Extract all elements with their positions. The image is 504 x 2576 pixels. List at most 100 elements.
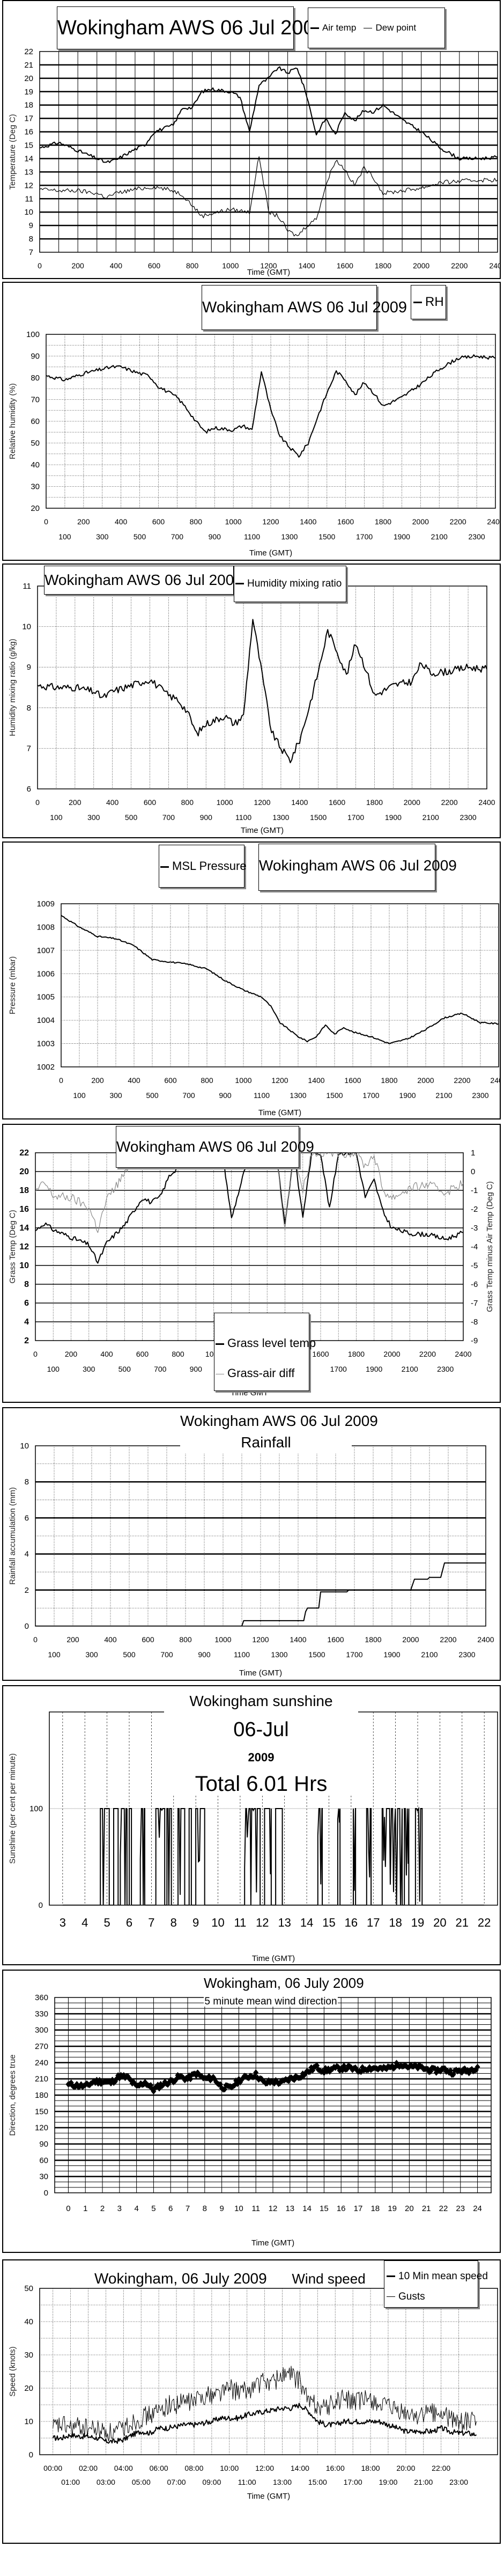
x-tick-label: 1900 — [399, 1091, 416, 1100]
x-tick-label: 300 — [87, 813, 100, 822]
x-tick-label: 700 — [167, 276, 180, 278]
x-tick-label: 300 — [109, 1091, 122, 1100]
x-tick-label: 200 — [65, 1350, 78, 1358]
x-tick-label: 500 — [134, 532, 146, 541]
title-box: Wokingham AWS 06 Jul 2009 — [258, 844, 457, 891]
x-axis-title: Time (GMT) — [241, 826, 284, 835]
x-tick-label: 0 — [59, 1076, 63, 1085]
x-tick-label: 1700 — [355, 276, 372, 278]
y-axis-title: Temperature (Deg C) — [8, 114, 17, 190]
x-tick-label: 300 — [91, 276, 103, 278]
y-axis-title: Rainfall accumulation (mm) — [8, 1487, 17, 1585]
x-tick-label: 600 — [148, 261, 161, 270]
title-block: Wokingham sunshine 06-Jul 2009 Total 6.0… — [164, 1692, 358, 1795]
x-tick-label: 20 — [405, 2204, 414, 2213]
air-temp-swatch — [310, 27, 319, 30]
x-tick-label: 9 — [219, 2204, 224, 2213]
temp-chart-svg: 7 8 9 10 11 12 13 14 15 16 17 18 19 20 21 22 0 100 200 300 4… — [8, 47, 500, 278]
x-tick-label: 2400 — [487, 517, 500, 526]
title-block: Wokingham, 06 July 2009 5 minute mean win… — [204, 1976, 364, 2007]
x-tick-label: 1900 — [366, 1365, 382, 1373]
x-tick-label: 1600 — [337, 261, 353, 270]
x-tick-label: 1400 — [299, 261, 315, 270]
legend-label: MSL Pressure — [172, 859, 247, 873]
x-tick-label: 400 — [115, 517, 128, 526]
x-tick-label: 17:00 — [344, 2478, 362, 2486]
chart-subtitle: Rainfall — [241, 1434, 291, 1451]
x-tick-label: 300 — [83, 1365, 95, 1373]
mixing-ratio-swatch — [235, 583, 244, 585]
title-block: Wokingham AWS 06 Jul 2009 Rainfall — [180, 1410, 378, 1453]
rain-data — [35, 1562, 486, 1626]
x-tick-label: 1900 — [385, 813, 402, 822]
y-tick-label: 18 — [19, 1186, 29, 1195]
chart-title: Wokingham AWS 06 Jul 2009 — [180, 1413, 378, 1429]
x-tick-label: 1800 — [366, 798, 383, 807]
x-tick-label: 2400 — [478, 798, 495, 807]
x-tick-label: 1300 — [272, 813, 289, 822]
y-tick-label: 8 — [24, 1280, 29, 1289]
x-tick-label: 2200 — [419, 1350, 436, 1358]
y-tick-label: 70 — [31, 396, 40, 405]
title-box: Wokingham AWS 06 Jul 2009 — [202, 285, 407, 330]
legend: Humidity mixing ratio — [234, 566, 346, 602]
x-axis-title: Time (GMT) — [252, 1954, 295, 1963]
x-tick-label: 100 — [48, 1650, 61, 1659]
y-tick-label: 7 — [27, 744, 31, 753]
y-tick-label: 240 — [35, 2058, 48, 2067]
x-tick-label: 22 — [439, 2204, 448, 2213]
y2-tick-label: -9 — [471, 1336, 478, 1345]
x-tick-label: 03:00 — [97, 2478, 115, 2486]
x-tick-label: 1200 — [252, 1635, 269, 1644]
y-tick-label: 8 — [27, 704, 31, 713]
chart-title: Wokingham AWS 06 Jul 2009 — [45, 572, 242, 588]
x-tick-label: 400 — [110, 261, 123, 270]
y-tick-label: 60 — [39, 2156, 48, 2165]
chart-panel-wspd: 0 10 20 30 40 50 00:00 01:00 02:00 03:00 04:00 05:0… — [2, 2259, 501, 2544]
x-tick-label: 600 — [136, 1350, 149, 1358]
x-tick-label: 8 — [203, 2204, 207, 2213]
x-axis-title: Time (GMT) — [258, 1108, 301, 1117]
x-tick-label: 21 — [422, 2204, 431, 2213]
y-tick-label: 4 — [24, 1318, 29, 1327]
x-tick-label: 13 — [278, 1916, 291, 1929]
x-tick-label: 2000 — [413, 261, 429, 270]
x-tick-label: 200 — [69, 798, 81, 807]
x-tick-label: 100 — [58, 532, 71, 541]
x-tick-label: 1700 — [346, 1650, 362, 1659]
legend-label: 10 Min mean speed — [398, 2271, 488, 2282]
wspd-plot-area — [39, 2288, 498, 2455]
x-tick-label: 1800 — [375, 517, 391, 526]
x-tick-label: 11:00 — [238, 2478, 256, 2486]
x-tick-label: 2200 — [451, 261, 468, 270]
gusts-swatch — [387, 2296, 395, 2297]
x-tick-label: 100 — [53, 276, 65, 278]
chart-panel-mix: 6 7 8 9 10 11 0 100 200 300 400 500 600 700 800 900 1000… — [2, 564, 501, 838]
chart-panel-sun: 0 100 3 4 5 6 7 8 9 10 11 12 13 14 15 16 17 18 19 20 21 22 Tim… — [2, 1685, 501, 1965]
x-tick-label: 700 — [171, 532, 184, 541]
x-tick-label: 800 — [201, 1076, 213, 1085]
x-tick-label: 2300 — [437, 1365, 454, 1373]
legend: RH — [411, 285, 446, 319]
x-axis-title: Time (GMT) — [247, 2492, 290, 2501]
x-tick-label: 2200 — [450, 517, 466, 526]
x-tick-label: 1600 — [312, 1350, 329, 1358]
x-tick-label: 700 — [160, 1650, 173, 1659]
y-tick-label: 270 — [35, 2042, 48, 2051]
rh-chart-svg: 2030405060708090100010020030040050060070… — [8, 330, 500, 558]
x-tick-label: 1900 — [383, 1650, 400, 1659]
y-tick-label: 2 — [25, 1586, 29, 1595]
y-tick-label: 1009 — [37, 899, 55, 909]
x-tick-label: 12:00 — [255, 2464, 274, 2472]
y-tick-label: 18 — [24, 101, 33, 110]
x-tick-label: 300 — [96, 532, 109, 541]
y-tick-label: 40 — [31, 460, 40, 470]
x-tick-label: 1800 — [348, 1350, 365, 1358]
temp-plot-area — [39, 51, 498, 253]
y-tick-label: 14 — [19, 1224, 29, 1233]
x-tick-label: 7 — [148, 1916, 154, 1929]
x-tick-label: 10:00 — [220, 2464, 239, 2472]
x-tick-label: 800 — [179, 1635, 192, 1644]
x-tick-label: 15:00 — [308, 2478, 327, 2486]
x-tick-label: 1300 — [281, 532, 298, 541]
